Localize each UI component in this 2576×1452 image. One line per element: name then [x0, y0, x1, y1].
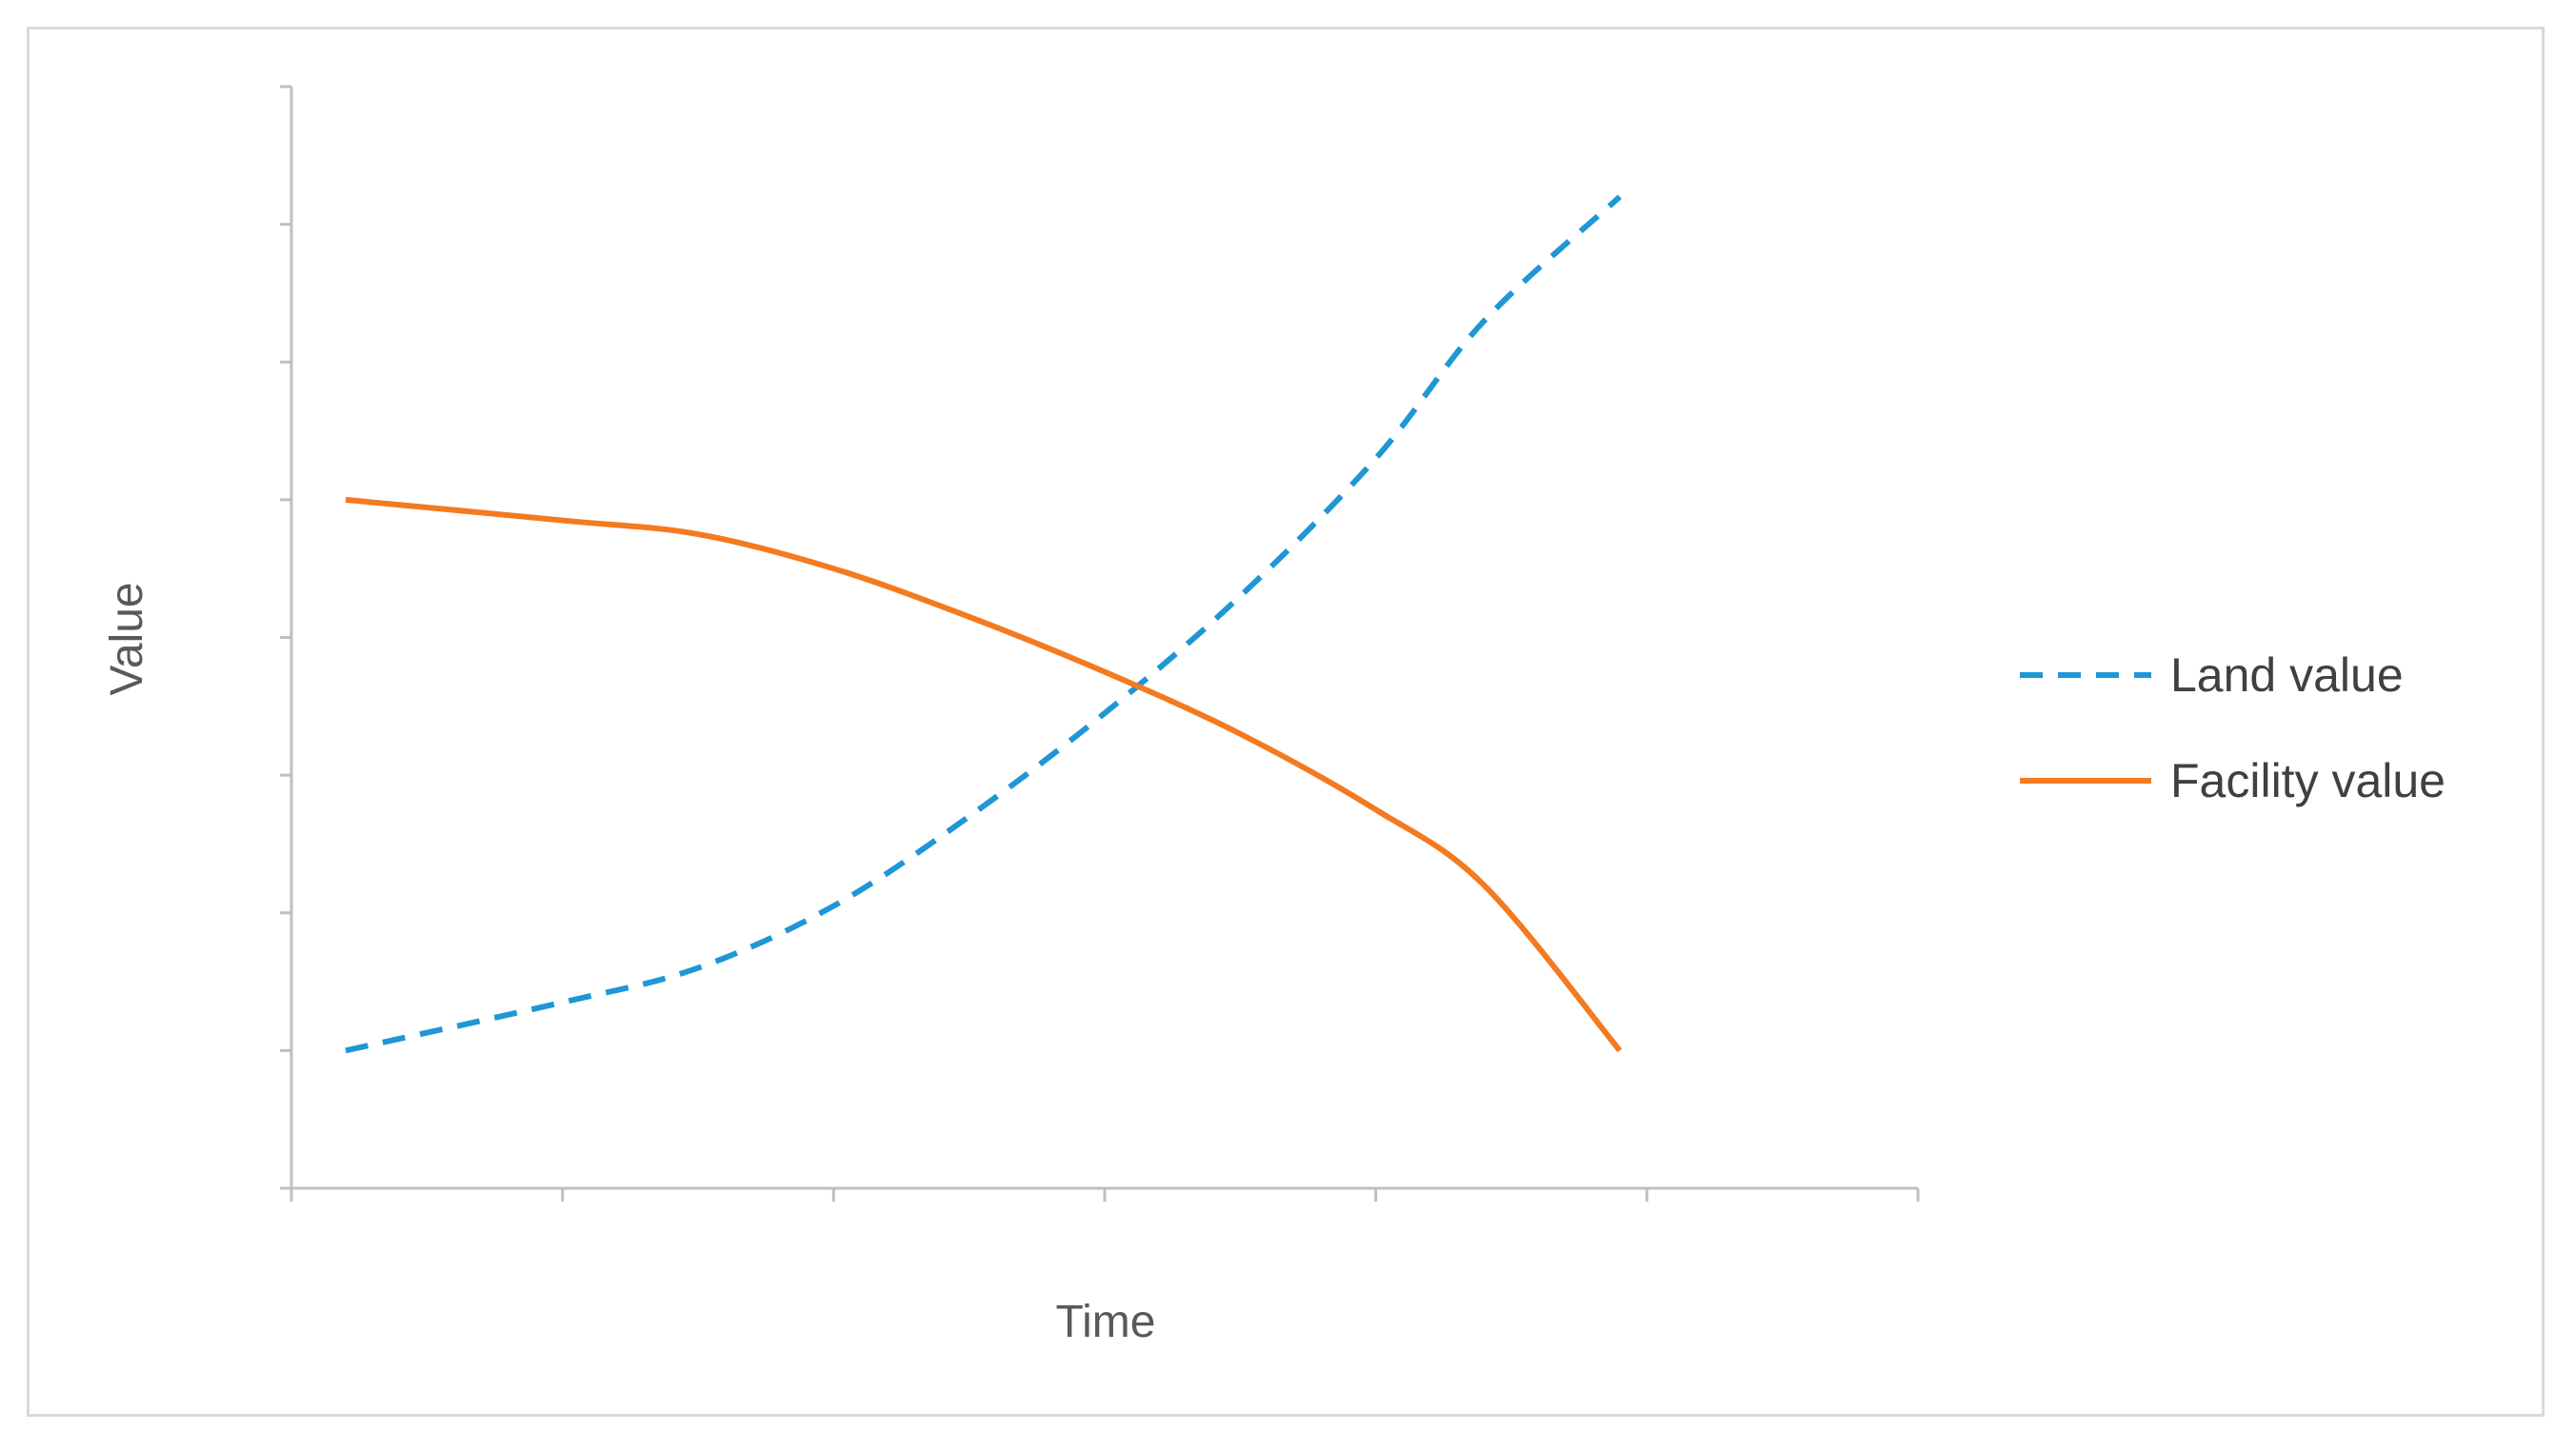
legend-label-land-value: Land value: [2170, 648, 2404, 702]
legend: Land value Facility value: [2020, 648, 2446, 807]
chart-frame: Value Time Land value Facility value: [27, 27, 2545, 1417]
axes: [280, 85, 1920, 1202]
y-axis-title: Value: [102, 582, 152, 695]
legend-label-facility-value: Facility value: [2170, 754, 2446, 807]
series-layer: [345, 194, 1623, 1054]
x-axis-title: Time: [1056, 1297, 1156, 1347]
line-chart: Value Time Land value Facility value: [102, 85, 2446, 1347]
series-line-land-value: [345, 194, 1622, 1054]
series-line-facility-value: [345, 496, 1623, 1053]
